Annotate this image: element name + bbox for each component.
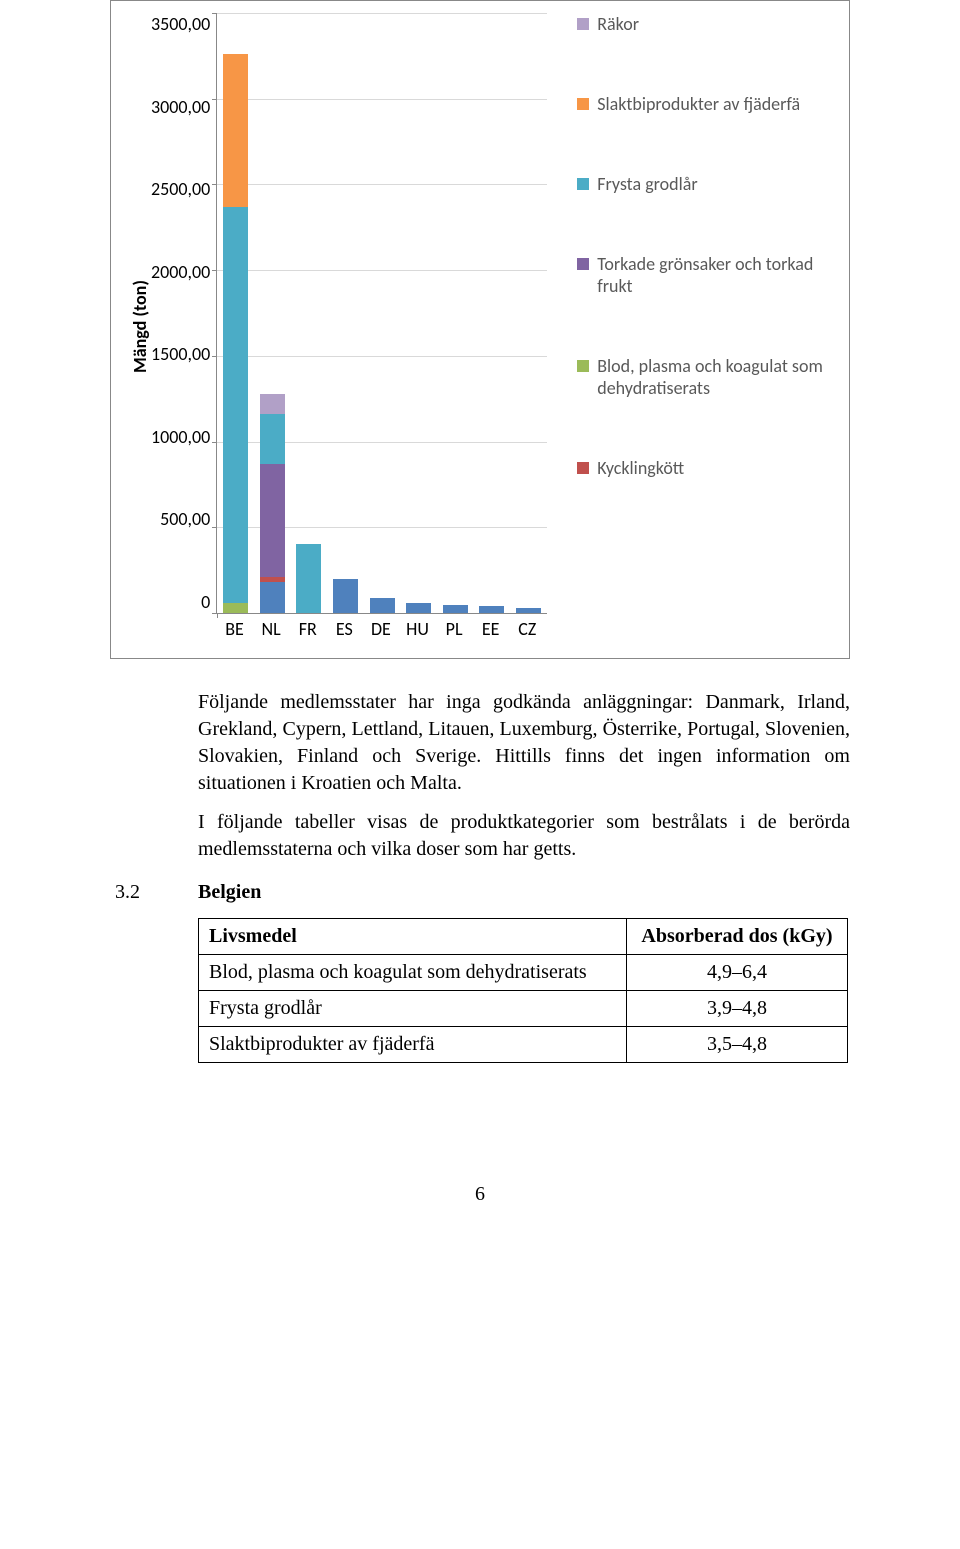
legend-item: Räkor	[577, 13, 835, 35]
bar-FR	[296, 544, 321, 613]
bar-segment	[443, 605, 468, 613]
y-tick-label: 3500,00	[151, 13, 210, 35]
bar-segment	[260, 394, 285, 415]
paragraph-1: Följande medlemsstater har inga godkända…	[198, 689, 850, 797]
y-tick-label: 2000,00	[151, 261, 210, 283]
y-axis-labels: 3500,00 3000,00 2500,00 2000,00 1500,00 1000,…	[151, 13, 216, 613]
legend-swatch	[577, 98, 589, 110]
table-header-livsmedel: Livsmedel	[199, 919, 627, 955]
bar-segment	[479, 606, 504, 613]
paragraph-2: I följande tabeller visas de produktkate…	[198, 809, 850, 863]
table-row: Blod, plasma och koagulat som dehydratis…	[199, 955, 848, 991]
plot-area	[216, 13, 547, 614]
bar-PL	[443, 605, 468, 613]
bar-EE	[479, 606, 504, 613]
bar-segment	[406, 603, 431, 613]
bar-segment	[296, 544, 321, 613]
legend-label: Slaktbiprodukter av fjäderfä	[597, 93, 800, 115]
legend-swatch	[577, 18, 589, 30]
y-tick-label: 1500,00	[151, 343, 210, 365]
x-tick-label: ES	[326, 618, 363, 640]
legend-swatch	[577, 258, 589, 270]
y-axis-title: Mängd (ton)	[125, 92, 151, 562]
body-text: Följande medlemsstater har inga godkända…	[198, 689, 850, 863]
bar-segment	[223, 603, 248, 613]
y-tick-label: 3000,00	[151, 96, 210, 118]
legend-item: Kycklingkött	[577, 457, 835, 479]
cell-livsmedel: Blod, plasma och koagulat som dehydratis…	[199, 955, 627, 991]
legend-item: Slaktbiprodukter av fjäderfä	[577, 93, 835, 115]
bar-BE	[223, 54, 248, 613]
section-title: Belgien	[198, 881, 261, 904]
bar-CZ	[516, 608, 541, 613]
cell-dos: 3,5–4,8	[627, 1027, 848, 1063]
legend-item: Torkade grönsaker och torkad frukt	[577, 253, 835, 297]
bar-segment	[516, 608, 541, 613]
y-tick-label: 500,00	[151, 508, 210, 530]
bar-segment	[223, 207, 248, 603]
x-tick-label: DE	[363, 618, 400, 640]
legend-label: Räkor	[597, 13, 639, 35]
x-tick-label: FR	[289, 618, 326, 640]
page-number: 6	[0, 1183, 960, 1236]
legend-item: Frysta grodlår	[577, 173, 835, 195]
bar-DE	[370, 598, 395, 613]
bar-ES	[333, 579, 358, 613]
legend-label: Frysta grodlår	[597, 173, 697, 195]
y-tick-label: 1000,00	[151, 426, 210, 448]
cell-dos: 3,9–4,8	[627, 991, 848, 1027]
x-tick-label: NL	[253, 618, 290, 640]
chart-frame: Mängd (ton) 3500,00 3000,00 2500,00 2000,00…	[110, 0, 850, 659]
legend-label: Blod, plasma och koagulat som dehydratis…	[597, 355, 835, 399]
page: Mängd (ton) 3500,00 3000,00 2500,00 2000,00…	[0, 0, 960, 1236]
bar-segment	[333, 579, 358, 613]
table-row: Frysta grodlår3,9–4,8	[199, 991, 848, 1027]
table-row: Slaktbiprodukter av fjäderfä3,5–4,8	[199, 1027, 848, 1063]
legend-swatch	[577, 462, 589, 474]
bar-segment	[370, 598, 395, 613]
legend: Räkor Slaktbiprodukter av fjäderfä Frysta …	[547, 13, 835, 640]
legend-item: Blod, plasma och koagulat som dehydratis…	[577, 355, 835, 399]
cell-dos: 4,9–6,4	[627, 955, 848, 991]
bar-HU	[406, 603, 431, 613]
x-tick-label: CZ	[509, 618, 546, 640]
bar-segment	[260, 414, 285, 464]
legend-swatch	[577, 178, 589, 190]
table-header-row: Livsmedel Absorberad dos (kGy)	[199, 919, 848, 955]
x-tick-label: EE	[472, 618, 509, 640]
bar-segment	[260, 582, 285, 613]
x-tick-label: HU	[399, 618, 436, 640]
data-table: Livsmedel Absorberad dos (kGy) Blod, pla…	[198, 918, 848, 1063]
table-header-dos: Absorberad dos (kGy)	[627, 919, 848, 955]
y-tick-label: 0	[151, 591, 210, 613]
section-heading: 3.2 Belgien	[115, 881, 960, 904]
x-tick-label: BE	[216, 618, 253, 640]
cell-livsmedel: Slaktbiprodukter av fjäderfä	[199, 1027, 627, 1063]
x-axis-labels: BENLFRESDEHUPLEECZ	[216, 614, 547, 640]
bar-NL	[260, 394, 285, 613]
y-tick-label: 2500,00	[151, 178, 210, 200]
cell-livsmedel: Frysta grodlår	[199, 991, 627, 1027]
x-tick-label: PL	[436, 618, 473, 640]
bar-segment	[223, 54, 248, 207]
legend-label: Torkade grönsaker och torkad frukt	[597, 253, 835, 297]
legend-label: Kycklingkött	[597, 457, 684, 479]
bar-segment	[260, 464, 285, 577]
legend-swatch	[577, 360, 589, 372]
section-number: 3.2	[115, 881, 198, 904]
